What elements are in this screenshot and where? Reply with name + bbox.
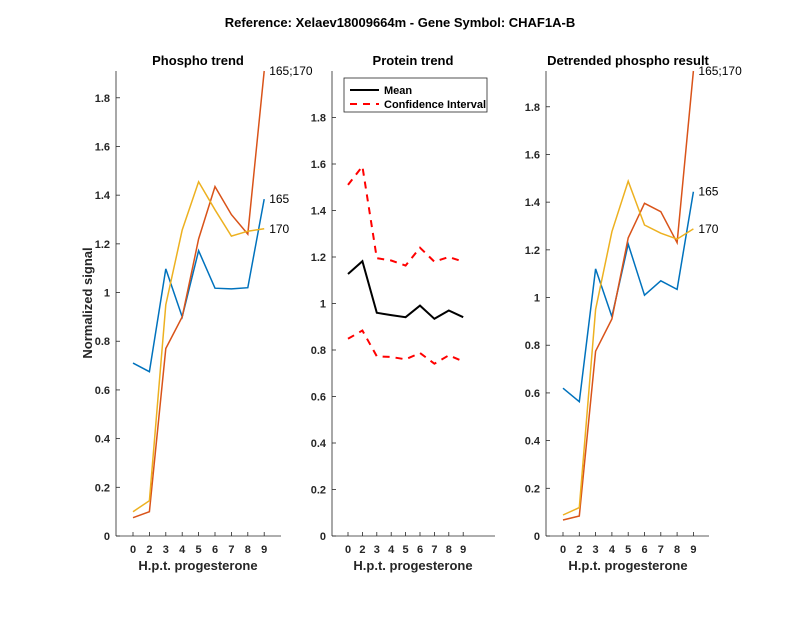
y-tick-label: 0 <box>320 531 326 543</box>
y-tick-label: 1.6 <box>95 141 110 153</box>
x-tick-label: 0 <box>560 544 566 556</box>
axis-ticks: 00.20.40.60.811.21.41.61.80 2 3 4 5 6 7 8 9 <box>95 71 281 556</box>
y-tick-label: 0 <box>534 531 540 543</box>
y-tick-label: 1.2 <box>311 252 326 264</box>
panel-protein-trend: Protein trend H.p.t. progesterone 0 0.2 0.… <box>311 53 495 573</box>
x-tick-label: 2 <box>359 544 365 556</box>
legend-label-confidence-interval: Confidence Interval <box>384 99 486 111</box>
x-tick-label: 8 <box>674 544 680 556</box>
series-end-label: 170 <box>698 222 718 236</box>
panel-phospho-trend: Phospho trend H.p.t. progesterone Normal… <box>80 53 313 573</box>
y-tick-label: 0.4 <box>525 436 541 448</box>
x-tick-label: 8 <box>446 544 452 556</box>
x-tick-label: 0 <box>345 544 351 556</box>
y-tick-label: 1.2 <box>95 239 110 251</box>
y-tick-label: 1.4 <box>311 206 327 218</box>
x-tick-label: 6 <box>212 544 218 556</box>
x-axis-label: H.p.t. progesterone <box>353 558 472 573</box>
x-tick-label: 6 <box>641 544 647 556</box>
y-tick-label: 0.8 <box>311 345 326 357</box>
x-tick-label: 2 <box>146 544 152 556</box>
y-axis-label: Normalized signal <box>80 247 95 358</box>
figure-suptitle: Reference: Xelaev18009664m - Gene Symbol… <box>225 15 575 30</box>
x-tick-label: 9 <box>261 544 267 556</box>
axis-ticks: 00.20.40.60.811.21.41.61.80 2 3 4 5 6 7 8 9 <box>311 71 495 556</box>
x-tick-label: 9 <box>460 544 466 556</box>
series-line-165 <box>132 198 265 373</box>
panel-title: Protein trend <box>373 53 454 68</box>
y-tick-label: 1.8 <box>525 102 540 114</box>
y-tick-label: 1.6 <box>311 159 326 171</box>
legend: Mean Confidence Interval <box>343 77 488 113</box>
y-tick-label: 1.4 <box>525 197 541 209</box>
y-tick-label: 0.8 <box>525 340 540 352</box>
x-tick-label: 5 <box>403 544 409 556</box>
series-end-label: 170 <box>269 222 289 236</box>
y-tick-label: 0.6 <box>525 388 540 400</box>
series-end-labels: 165 165;170 170 <box>269 64 313 236</box>
series-line-165-170 <box>562 70 695 521</box>
x-axis-label: H.p.t. progesterone <box>138 558 257 573</box>
panel-title: Detrended phospho result <box>547 53 709 68</box>
y-tick-label: 1.8 <box>95 93 110 105</box>
x-tick-label: 7 <box>228 544 234 556</box>
y-tick-label: 1 <box>320 299 326 311</box>
series-line-170 <box>132 180 265 513</box>
y-tick-label: 1 <box>534 293 540 305</box>
series-lines <box>562 70 695 521</box>
y-tick-label: 0.4 <box>311 438 327 450</box>
series-line-confidence-interval-lower <box>347 329 464 365</box>
series-end-label: 165;170 <box>698 64 742 78</box>
y-tick-label: 1 <box>104 288 110 300</box>
legend-label-mean: Mean <box>384 85 412 97</box>
panel-title: Phospho trend <box>152 53 244 68</box>
y-tick-label: 0.2 <box>525 483 540 495</box>
x-tick-label: 3 <box>163 544 169 556</box>
x-tick-label: 9 <box>690 544 696 556</box>
y-tick-label: 1.8 <box>311 113 326 125</box>
series-line-confidence-interval-upper <box>347 163 464 267</box>
axis-ticks: 00.20.40.60.811.21.41.61.80 2 3 4 5 6 7 8 9 <box>525 71 709 556</box>
series-line-170 <box>562 178 694 516</box>
x-axis-label: H.p.t. progesterone <box>568 558 687 573</box>
legend-box <box>343 77 488 113</box>
series-end-label: 165;170 <box>269 64 313 78</box>
y-tick-label: 0.8 <box>95 336 110 348</box>
y-tick-label: 0 <box>104 531 110 543</box>
y-tick-label: 1.2 <box>525 245 540 257</box>
y-tick-label: 1.4 <box>95 190 111 202</box>
series-end-labels: 165 165;170 170 <box>698 64 742 236</box>
x-tick-label: 5 <box>196 544 202 556</box>
series-lines <box>347 163 464 365</box>
x-tick-label: 3 <box>374 544 380 556</box>
x-tick-label: 3 <box>593 544 599 556</box>
x-tick-label: 7 <box>658 544 664 556</box>
x-tick-label: 4 <box>609 544 616 556</box>
y-tick-label: 1.6 <box>525 149 540 161</box>
x-tick-label: 4 <box>388 544 395 556</box>
series-line-mean <box>347 259 464 321</box>
y-tick-label: 0.4 <box>95 434 111 446</box>
x-tick-label: 7 <box>431 544 437 556</box>
series-lines <box>132 70 265 519</box>
series-end-label: 165 <box>698 185 718 199</box>
x-tick-label: 6 <box>417 544 423 556</box>
series-line-165-170 <box>132 70 265 519</box>
series-end-label: 165 <box>269 192 289 206</box>
y-tick-label: 0.2 <box>95 482 110 494</box>
y-tick-label: 0.2 <box>311 485 326 497</box>
x-tick-label: 2 <box>576 544 582 556</box>
panel-detrended-phospho-result: Detrended phospho result H.p.t. progeste… <box>525 53 742 573</box>
x-tick-label: 0 <box>130 544 136 556</box>
series-line-165 <box>562 191 695 404</box>
x-tick-label: 5 <box>625 544 631 556</box>
y-tick-label: 0.6 <box>311 392 326 404</box>
x-tick-label: 4 <box>179 544 186 556</box>
y-tick-label: 0.6 <box>95 385 110 397</box>
x-tick-label: 8 <box>245 544 251 556</box>
